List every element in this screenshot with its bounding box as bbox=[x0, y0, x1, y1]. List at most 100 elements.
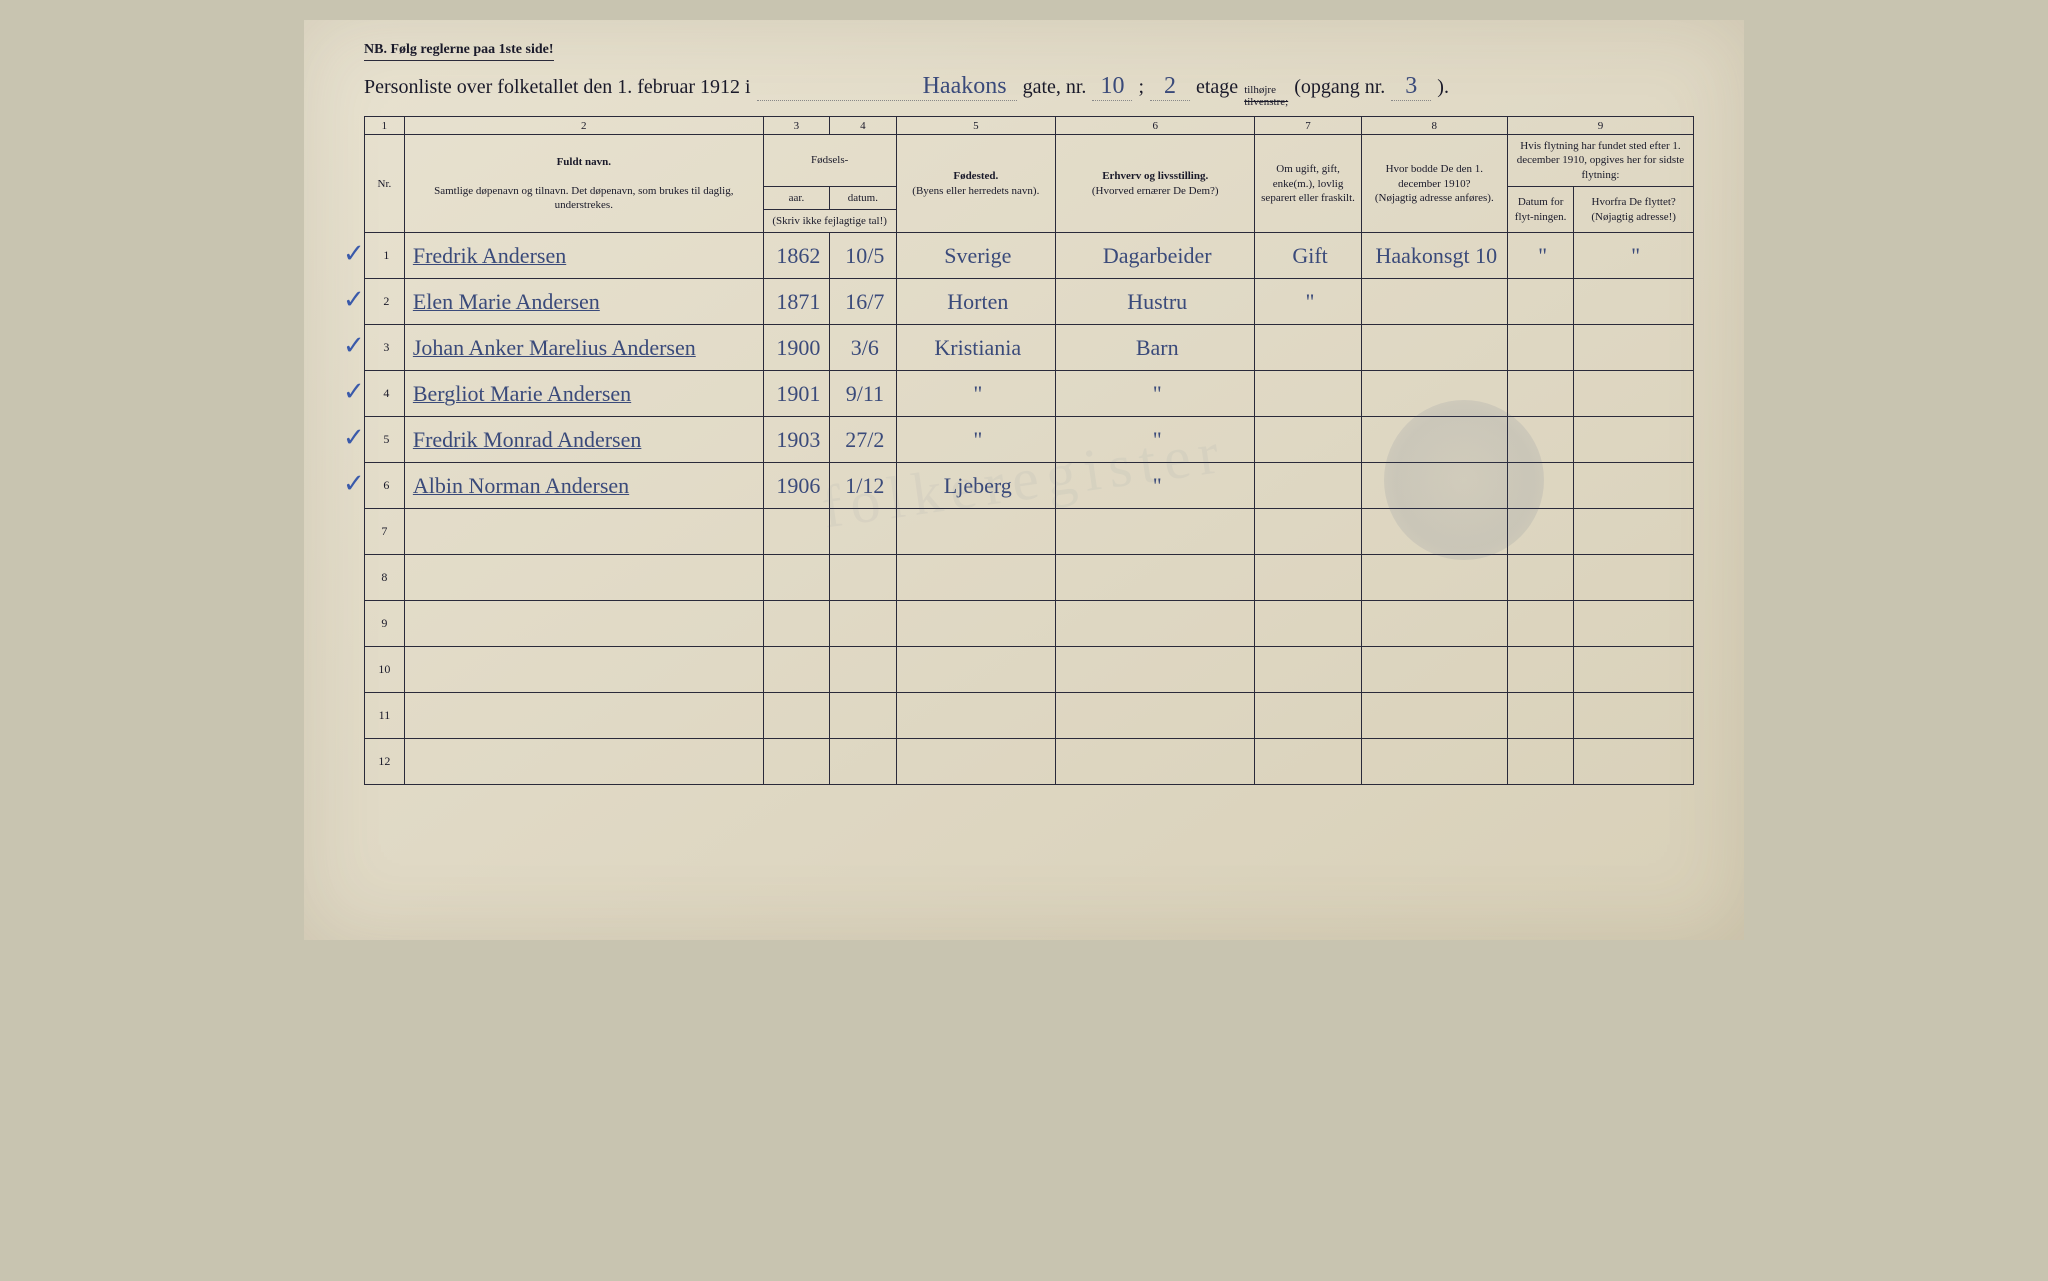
cell-navn: Johan Anker Marelius Andersen bbox=[404, 325, 763, 371]
cell-aar: 1906 bbox=[763, 463, 829, 509]
row-nr: 12 bbox=[365, 739, 405, 785]
hdr-flytning: Hvis flytning har fundet sted efter 1. d… bbox=[1507, 135, 1693, 187]
census-table: 1 2 3 4 5 6 7 8 9 Nr. Fuldt navn. Samtli… bbox=[364, 116, 1694, 785]
cell-sted: Ljeberg bbox=[896, 463, 1055, 509]
cell-gift bbox=[1255, 325, 1361, 371]
cell-sted: Horten bbox=[896, 279, 1055, 325]
row-nr: ✓2 bbox=[365, 279, 405, 325]
hdr-fodested-sub: (Byens eller herredets navn). bbox=[912, 185, 1039, 197]
hdr-fodested-bold: Fødested. bbox=[953, 170, 998, 182]
opgang-label: (opgang nr. bbox=[1294, 76, 1385, 99]
row-nr: 11 bbox=[365, 693, 405, 739]
checkmark-icon: ✓ bbox=[343, 285, 365, 315]
close-paren: ). bbox=[1437, 76, 1449, 99]
tilhojre-label: tilhøjre tilvenstre; bbox=[1244, 84, 1288, 108]
hdr-bodde-main: Hvor bodde De den 1. december 1910? bbox=[1386, 163, 1483, 189]
colnum-8: 8 bbox=[1361, 117, 1507, 135]
cell-flyt-datum bbox=[1507, 325, 1573, 371]
cell-erhverv: " bbox=[1056, 417, 1255, 463]
table-row-empty: 11 bbox=[365, 693, 1694, 739]
row-nr: 9 bbox=[365, 601, 405, 647]
cell-datum: 27/2 bbox=[830, 417, 896, 463]
cell-gift: Gift bbox=[1255, 233, 1361, 279]
cell-flyt-datum bbox=[1507, 463, 1573, 509]
row-nr: ✓6 bbox=[365, 463, 405, 509]
column-number-row: 1 2 3 4 5 6 7 8 9 bbox=[365, 117, 1694, 135]
cell-bodde bbox=[1361, 417, 1507, 463]
cell-navn: Bergliot Marie Andersen bbox=[404, 371, 763, 417]
cell-aar: 1862 bbox=[763, 233, 829, 279]
cell-bodde bbox=[1361, 279, 1507, 325]
gate-label: gate, nr. bbox=[1023, 76, 1087, 99]
cell-flyt-datum bbox=[1507, 279, 1573, 325]
row-nr: ✓1 bbox=[365, 233, 405, 279]
cell-sted: " bbox=[896, 371, 1055, 417]
tilhojre-text: tilhøjre bbox=[1244, 84, 1276, 96]
table-row-empty: 12 bbox=[365, 739, 1694, 785]
cell-aar: 1900 bbox=[763, 325, 829, 371]
table-row: ✓2 Elen Marie Andersen 1871 16/7 Horten … bbox=[365, 279, 1694, 325]
hdr-flyt-hvorfra: Hvorfra De flyttet? (Nøjagtig adresse!) bbox=[1574, 186, 1694, 233]
hdr-erhverv-bold: Erhverv og livsstilling. bbox=[1102, 170, 1208, 182]
cell-sted: Kristiania bbox=[896, 325, 1055, 371]
table-row: ✓6 Albin Norman Andersen 1906 1/12 Ljebe… bbox=[365, 463, 1694, 509]
cell-datum: 3/6 bbox=[830, 325, 896, 371]
cell-flyt-hvorfra bbox=[1574, 371, 1694, 417]
table-row: ✓4 Bergliot Marie Andersen 1901 9/11 " " bbox=[365, 371, 1694, 417]
census-form-page: folkeregister NB. Følg reglerne paa 1ste… bbox=[304, 20, 1744, 940]
semicolon: ; bbox=[1138, 76, 1144, 99]
cell-navn: Albin Norman Andersen bbox=[404, 463, 763, 509]
cell-sted: " bbox=[896, 417, 1055, 463]
title-prefix: Personliste over folketallet den 1. febr… bbox=[364, 76, 751, 99]
hdr-aar: aar. bbox=[763, 186, 829, 209]
hdr-navn-bold: Fuldt navn. bbox=[557, 156, 611, 168]
hdr-bodde-sub: (Nøjagtig adresse anføres). bbox=[1375, 192, 1494, 204]
cell-erhverv: Dagarbeider bbox=[1056, 233, 1255, 279]
cell-gift bbox=[1255, 417, 1361, 463]
cell-bodde: Haakonsgt 10 bbox=[1361, 233, 1507, 279]
nb-instruction: NB. Følg reglerne paa 1ste side! bbox=[364, 42, 554, 61]
colnum-7: 7 bbox=[1255, 117, 1361, 135]
checkmark-icon: ✓ bbox=[343, 239, 365, 269]
cell-flyt-hvorfra bbox=[1574, 279, 1694, 325]
hdr-datum: datum. bbox=[830, 186, 896, 209]
cell-datum: 10/5 bbox=[830, 233, 896, 279]
cell-datum: 16/7 bbox=[830, 279, 896, 325]
table-row: ✓3 Johan Anker Marelius Andersen 1900 3/… bbox=[365, 325, 1694, 371]
table-row-empty: 9 bbox=[365, 601, 1694, 647]
checkmark-icon: ✓ bbox=[343, 331, 365, 361]
header-row-1: Nr. Fuldt navn. Samtlige døpenavn og til… bbox=[365, 135, 1694, 187]
opgang-nr: 3 bbox=[1391, 73, 1431, 101]
row-nr: 7 bbox=[365, 509, 405, 555]
colnum-6: 6 bbox=[1056, 117, 1255, 135]
checkmark-icon: ✓ bbox=[343, 377, 365, 407]
cell-navn: Fredrik Monrad Andersen bbox=[404, 417, 763, 463]
table-row: ✓5 Fredrik Monrad Andersen 1903 27/2 " " bbox=[365, 417, 1694, 463]
street-name: Haakons bbox=[757, 73, 1017, 101]
checkmark-icon: ✓ bbox=[343, 469, 365, 499]
cell-flyt-datum: " bbox=[1507, 233, 1573, 279]
cell-flyt-hvorfra bbox=[1574, 463, 1694, 509]
cell-sted: Sverige bbox=[896, 233, 1055, 279]
cell-gift bbox=[1255, 371, 1361, 417]
hdr-bodde: Hvor bodde De den 1. december 1910? (Nøj… bbox=[1361, 135, 1507, 233]
cell-bodde bbox=[1361, 371, 1507, 417]
colnum-2: 2 bbox=[404, 117, 763, 135]
hdr-erhverv: Erhverv og livsstilling. (Hvorved ernære… bbox=[1056, 135, 1255, 233]
hdr-nr: Nr. bbox=[365, 135, 405, 233]
tilvenstre-strike: tilvenstre; bbox=[1244, 96, 1288, 108]
data-body: ✓1 Fredrik Andersen 1862 10/5 Sverige Da… bbox=[365, 233, 1694, 509]
form-title-line: Personliste over folketallet den 1. febr… bbox=[364, 73, 1694, 108]
row-nr: 8 bbox=[365, 555, 405, 601]
hdr-flyt-datum: Datum for flyt-ningen. bbox=[1507, 186, 1573, 233]
cell-aar: 1871 bbox=[763, 279, 829, 325]
etage-label: etage bbox=[1196, 76, 1238, 99]
colnum-5: 5 bbox=[896, 117, 1055, 135]
hdr-ugift: Om ugift, gift, enke(m.), lovlig separer… bbox=[1255, 135, 1361, 233]
hdr-fodested: Fødested. (Byens eller herredets navn). bbox=[896, 135, 1055, 233]
cell-erhverv: Hustru bbox=[1056, 279, 1255, 325]
cell-erhverv: " bbox=[1056, 463, 1255, 509]
cell-navn: Elen Marie Andersen bbox=[404, 279, 763, 325]
cell-erhverv: " bbox=[1056, 371, 1255, 417]
cell-gift: " bbox=[1255, 279, 1361, 325]
